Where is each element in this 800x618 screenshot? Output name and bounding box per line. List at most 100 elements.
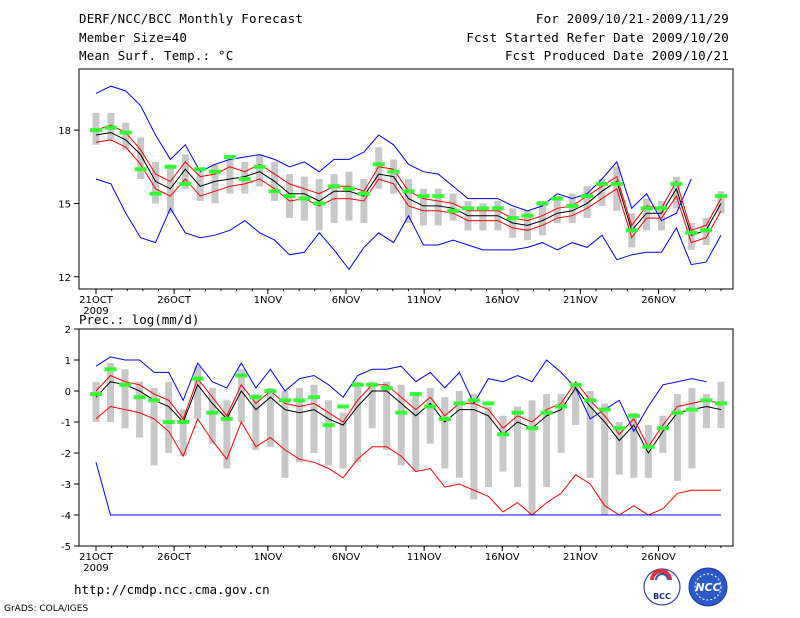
ensemble-marker — [90, 392, 102, 397]
spread-box — [136, 381, 144, 438]
ensemble-marker — [179, 181, 192, 186]
y-tick-label: 0 — [65, 387, 71, 398]
spread-box — [557, 394, 565, 453]
ensemble-marker — [209, 169, 222, 174]
ensemble-marker — [555, 404, 568, 409]
ncc-logo-text: NCC — [695, 581, 720, 594]
y-tick-label: -1 — [61, 418, 71, 429]
ensemble-marker — [551, 196, 564, 201]
ensemble-marker — [191, 376, 204, 381]
y-tick-label: 18 — [58, 126, 71, 137]
spread-box — [179, 409, 187, 457]
spread-box — [484, 406, 492, 488]
y-tick-label: -4 — [61, 511, 71, 522]
ensemble-marker — [715, 194, 727, 199]
ensemble-marker — [417, 194, 430, 199]
ensemble-marker — [700, 228, 713, 233]
spread-box — [237, 369, 245, 422]
ensemble-marker — [511, 410, 524, 415]
ensemble-marker — [685, 407, 698, 412]
spread-box — [345, 171, 353, 221]
spread-box — [211, 164, 219, 204]
precipitation-variable-label: Prec.: log(mm/d) — [79, 312, 200, 327]
forecast-start-date: Fcst Started Refer Date 2009/10/20 — [466, 30, 729, 45]
spread-box — [449, 193, 457, 221]
ensemble-marker — [569, 382, 582, 387]
ensemble-marker — [496, 432, 509, 437]
ensemble-marker — [438, 416, 451, 421]
x-year-label: 2009 — [83, 306, 108, 317]
ensemble-marker — [610, 181, 623, 186]
ensemble-marker — [656, 426, 669, 431]
ensemble-marker — [462, 206, 475, 211]
x-tick-label: 16NOV — [485, 295, 520, 306]
spread-box — [397, 384, 405, 466]
grads-credit: GrADS: COLA/IGES — [4, 604, 89, 614]
series-line-p25 — [95, 139, 722, 244]
ensemble-marker — [387, 169, 400, 174]
spread-box — [405, 179, 412, 223]
spread-box — [538, 201, 546, 236]
spread-box — [499, 415, 507, 472]
temperature-variable-label: Mean Surf. Temp.: °C — [79, 48, 234, 63]
x-tick-label: 26NOV — [641, 552, 676, 563]
spread-box — [702, 394, 710, 429]
spread-box — [266, 387, 274, 447]
spread-box — [568, 193, 576, 223]
spread-box — [717, 191, 725, 214]
ensemble-marker — [424, 404, 437, 409]
spread-box — [601, 403, 609, 515]
ensemble-marker — [357, 191, 370, 196]
logos: BCC NCC — [642, 566, 734, 612]
source-url[interactable]: http://cmdp.ncc.cma.gov.cn — [74, 582, 270, 597]
x-tick-label: 11NOV — [407, 552, 442, 563]
spread-box — [152, 161, 160, 204]
ensemble-marker — [380, 385, 393, 390]
ensemble-marker — [238, 177, 251, 181]
spread-box — [470, 394, 478, 500]
spread-box — [514, 406, 522, 488]
ensemble-marker — [322, 423, 335, 428]
spread-box — [137, 137, 145, 179]
spread-box — [92, 381, 100, 422]
spread-box — [107, 363, 115, 422]
ensemble-marker — [655, 206, 668, 211]
x-tick-label: 16NOV — [485, 552, 520, 563]
x-tick-label: 6NOV — [332, 295, 361, 306]
spread-box — [441, 397, 449, 469]
ensemble-marker — [104, 367, 117, 372]
ensemble-marker — [220, 416, 233, 421]
ensemble-marker — [642, 444, 655, 449]
x-tick-label: 1NOV — [254, 552, 283, 563]
temperature-panel: 12 15 18 21OCT 26OCT 1NOV 6NOV 11NOV 16NOV 21NOV 2… — [58, 68, 734, 317]
ensemble-marker — [671, 410, 684, 415]
ensemble-marker — [342, 186, 355, 191]
ensemble-marker — [283, 194, 296, 199]
member-size-label: Member Size=40 — [79, 30, 188, 45]
spread-box — [368, 381, 376, 429]
spread-box — [426, 387, 434, 444]
series-line-min — [95, 178, 722, 271]
ensemble-marker — [308, 395, 321, 400]
spread-box — [150, 387, 158, 466]
ensemble-marker — [447, 208, 460, 213]
ensemble-marker — [566, 203, 579, 208]
ensemble-marker — [584, 398, 597, 403]
ensemble-marker — [685, 230, 698, 235]
ensemble-marker — [249, 395, 262, 400]
y-tick-label: -5 — [61, 542, 71, 553]
ensemble-marker — [432, 194, 445, 199]
spread-box — [223, 400, 231, 469]
x-tick-label: 26NOV — [641, 295, 676, 306]
ensemble-marker — [313, 201, 326, 206]
ensemble-marker — [351, 382, 364, 387]
y-tick-label: 1 — [65, 356, 71, 367]
spread-box — [673, 394, 681, 481]
spread-box — [194, 366, 202, 419]
series-line-mean — [95, 132, 722, 236]
ensemble-marker — [482, 401, 495, 406]
y-tick-label: -3 — [61, 480, 71, 491]
ensemble-marker — [627, 413, 640, 418]
spread-box — [455, 391, 463, 478]
spread-box — [310, 384, 318, 453]
